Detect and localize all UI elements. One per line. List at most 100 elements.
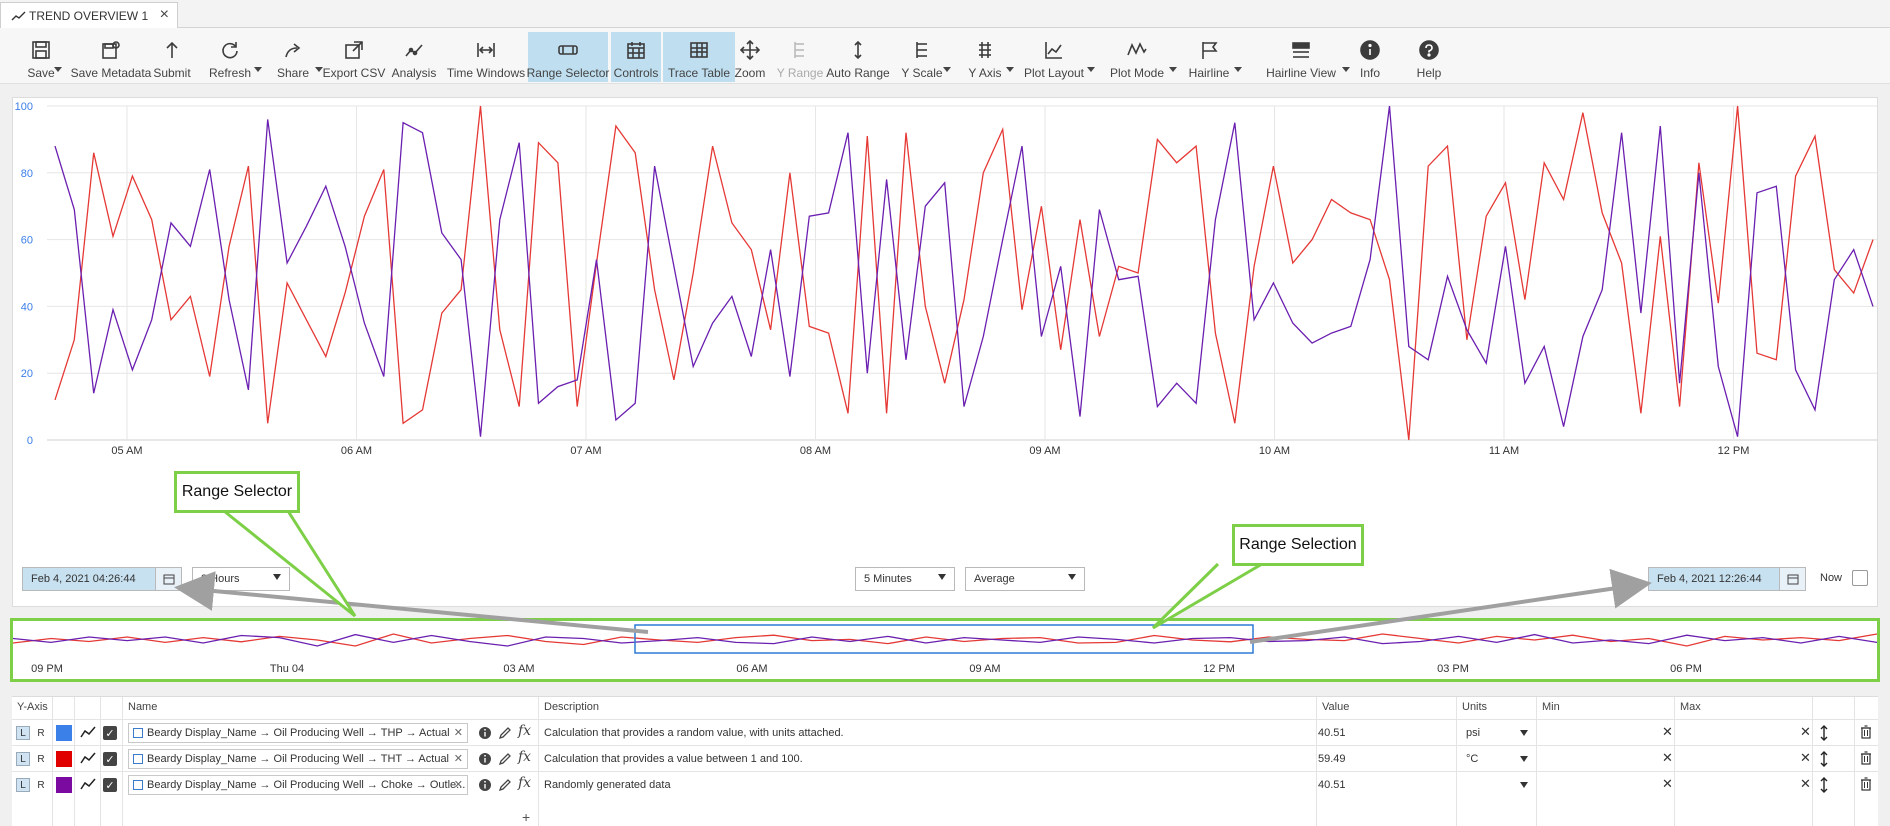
trash-icon[interactable] [1860,725,1872,744]
close-icon[interactable]: × [159,6,169,23]
submit-icon [161,38,183,62]
edit-icon[interactable] [498,726,512,745]
visible-checkbox[interactable]: ✓ [103,726,117,740]
controls-button[interactable]: Controls [611,32,661,82]
line-style-icon[interactable] [80,777,96,796]
edit-icon[interactable] [498,752,512,771]
interval-select[interactable]: 5 Minutes [855,567,955,591]
trace-name-field[interactable]: Beardy Display_Name → Oil Producing Well… [128,723,468,743]
line-style-icon[interactable] [80,725,96,744]
trace-value: 59.49 [1318,753,1346,765]
chevron-down-icon[interactable] [1520,782,1528,788]
close-icon[interactable]: ✕ [453,779,463,791]
range-x-tick-label: 09 AM [969,663,1000,675]
formula-icon[interactable]: fx [518,775,532,791]
range-selector-callout-text: Range Selector [181,483,293,500]
plot-mode-button[interactable]: Plot Mode [1099,32,1177,82]
info-button[interactable]: Info [1353,32,1387,82]
hairline-view-button[interactable]: Hairline View [1254,32,1350,82]
chevron-down-icon[interactable] [1520,756,1528,762]
annotation-arrow [174,571,649,634]
share-button[interactable]: Share [265,32,323,82]
trace-row[interactable]: L R ✓ Beardy Display_Name → Oil Producing W… [12,719,1878,745]
plot-layout-button[interactable]: Plot Layout [1015,32,1095,82]
visible-checkbox[interactable]: ✓ [103,752,117,766]
toolbar-label: Refresh [208,66,252,80]
y-tick-label: 80 [21,168,33,180]
trace-name-field[interactable]: Beardy Display_Name → Oil Producing Well… [128,775,468,795]
info-icon[interactable] [478,726,492,745]
start-date-field[interactable]: Feb 4, 2021 04:26:44 [22,567,182,591]
color-swatch[interactable] [56,725,72,741]
now-checkbox[interactable] [1852,570,1868,586]
trace-row[interactable]: L R ✓ Beardy Display_Name → Oil Producing W… [12,771,1878,797]
trash-icon[interactable] [1860,751,1872,770]
clear-max-icon[interactable]: ✕ [1800,750,1811,765]
color-swatch[interactable] [56,751,72,767]
x-tick-label: 10 AM [1259,445,1290,457]
clear-min-icon[interactable]: ✕ [1662,750,1673,765]
auto-range-button[interactable]: Auto Range [823,32,893,82]
clear-max-icon[interactable]: ✕ [1800,724,1811,739]
trace-units[interactable]: °C [1466,753,1479,765]
trash-icon[interactable] [1860,777,1872,796]
left-axis-button[interactable]: L [16,726,30,740]
clear-min-icon[interactable]: ✕ [1662,724,1673,739]
range-selector-button[interactable]: Range Selector [527,32,609,82]
trace-name-field[interactable]: Beardy Display_Name → Oil Producing Well… [128,749,468,769]
trace-table-button[interactable]: Trace Table [663,32,735,82]
clear-min-icon[interactable]: ✕ [1662,776,1673,791]
close-icon[interactable]: ✕ [453,727,463,739]
add-trace-button[interactable]: + [522,809,531,825]
refresh-button[interactable]: Refresh [200,32,262,82]
hairline-button[interactable]: Hairline [1178,32,1242,82]
y-axis-button[interactable]: Y Axis [958,32,1014,82]
range-selection-box[interactable] [634,624,1254,654]
close-icon[interactable]: ✕ [453,753,463,765]
trace-units[interactable]: psi [1466,727,1481,739]
left-axis-button[interactable]: L [16,778,30,792]
now-label: Now [1820,572,1843,584]
toolbar-label: Help [1416,66,1442,80]
reorder-icon[interactable] [1820,725,1828,746]
right-axis-button[interactable]: R [37,727,45,739]
y-tick-label: 0 [27,435,33,447]
range-x-tick-label: 09 PM [31,663,63,675]
save-metadata-button[interactable]: Save Metadata [64,32,158,82]
toolbar-label: Save Metadata [70,66,152,80]
color-swatch[interactable] [56,777,72,793]
y-range-button[interactable]: Y Range [777,32,823,82]
formula-icon[interactable]: fx [518,749,532,765]
save-button[interactable]: Save [22,32,62,82]
end-date-field[interactable]: Feb 4, 2021 12:26:44 [1648,567,1806,591]
visible-checkbox[interactable]: ✓ [103,778,117,792]
line-style-icon[interactable] [80,751,96,770]
range-selector-chart[interactable]: 09 PM Thu 04 03 AM 06 AM 09 AM 12 PM 03 PM 06 P… [12,621,1878,679]
right-axis-button[interactable]: R [37,753,45,765]
info-icon[interactable] [478,752,492,771]
formula-icon[interactable]: fx [518,723,532,739]
tab-trend-overview[interactable]: TREND OVERVIEW 1 × [0,2,178,28]
y-scale-button[interactable]: Y Scale [895,32,951,82]
time-windows-button[interactable]: Time Windows [443,32,529,82]
info-icon[interactable] [478,778,492,797]
zoom-button[interactable]: Zoom [731,32,769,82]
edit-icon[interactable] [498,778,512,797]
hairline-view-icon [1290,38,1312,62]
right-axis-button[interactable]: R [37,779,45,791]
analysis-button[interactable]: Analysis [388,32,440,82]
export-csv-button[interactable]: Export CSV [321,32,387,82]
range-selector[interactable]: 09 PM Thu 04 03 AM 06 AM 09 AM 12 PM 03 PM 06 P… [10,618,1880,682]
reorder-icon[interactable] [1820,777,1828,798]
end-date-value: Feb 4, 2021 12:26:44 [1657,573,1762,585]
help-button[interactable]: Help [1410,32,1448,82]
chevron-down-icon[interactable] [1520,730,1528,736]
reorder-icon[interactable] [1820,751,1828,772]
submit-button[interactable]: Submit [148,32,196,82]
calendar-icon[interactable] [1779,568,1805,590]
aggregate-select[interactable]: Average [965,567,1085,591]
trace-row[interactable]: L R ✓ Beardy Display_Name → Oil Producing W… [12,745,1878,771]
trend-chart[interactable]: 0 20 40 60 80 100 05 AM 06 AM 07 AM 08 AM 09 AM 10 … [13,98,1877,606]
clear-max-icon[interactable]: ✕ [1800,776,1811,791]
left-axis-button[interactable]: L [16,752,30,766]
